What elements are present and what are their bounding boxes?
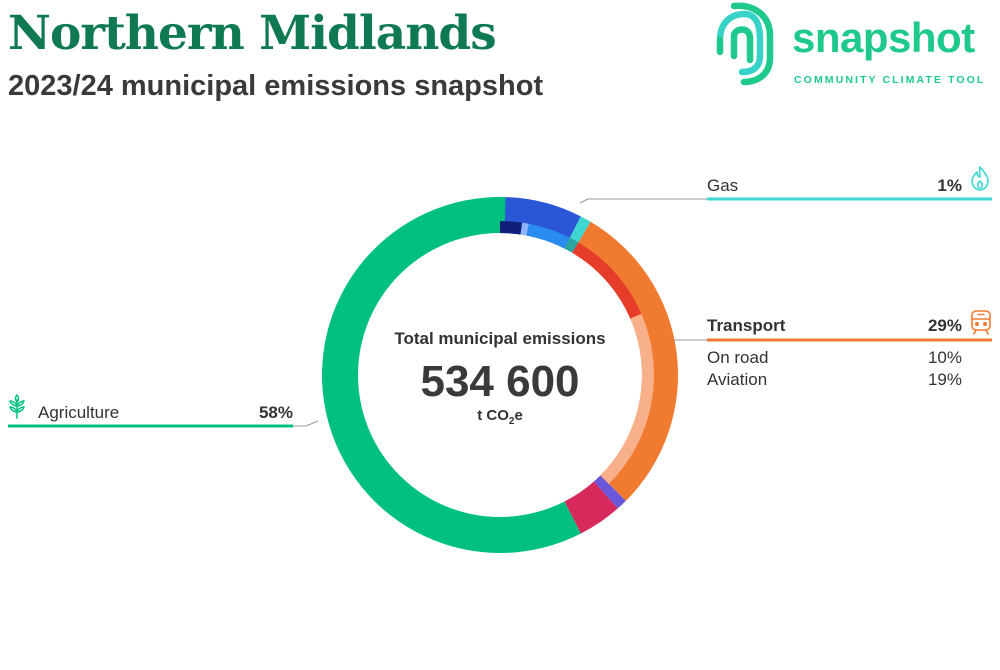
outer-ring <box>322 197 678 554</box>
transport-row-value: 19% <box>928 370 962 389</box>
inner-segment-electricity-detail-3 <box>526 223 570 249</box>
gas-percent: 1% <box>937 176 962 195</box>
logo-wordmark: snapshot <box>792 14 975 61</box>
transport-label: Transport <box>707 316 786 335</box>
agriculture-percent: 58% <box>259 403 293 422</box>
agriculture-leader-line <box>293 420 319 427</box>
transport-row-label: On road <box>707 348 768 367</box>
inner-segment-aviation <box>600 313 654 484</box>
outer-segment-agriculture <box>322 197 581 554</box>
page-title: Northern Midlands <box>8 6 497 61</box>
inner-segment-on-road <box>572 242 642 319</box>
wheat-icon <box>9 394 25 419</box>
outer-segment-transport <box>572 221 678 501</box>
unit-prefix: t CO <box>477 407 509 424</box>
inner-segment-electricity-detail-2 <box>520 222 529 236</box>
agriculture-label: Agriculture <box>38 403 119 422</box>
center-total-value: 534 600 <box>420 357 579 406</box>
inner-segment-gas-detail <box>564 237 579 253</box>
gas-leader-line <box>579 198 707 204</box>
outer-segment-industrial-processes <box>593 475 626 509</box>
transport-percent: 29% <box>928 316 962 335</box>
unit-suffix: e <box>514 407 522 424</box>
transport-row-value: 10% <box>928 348 962 367</box>
snapshot-logo: snapshot COMMUNITY CLIMATE TOOL <box>712 0 1000 92</box>
inner-ring <box>500 221 654 484</box>
center-heading: Total municipal emissions <box>394 329 605 348</box>
outer-segment-waste <box>564 481 618 534</box>
logo-tagline: COMMUNITY CLIMATE TOOL <box>794 74 986 86</box>
page-subtitle: 2023/24 municipal emissions snapshot <box>8 70 544 102</box>
flame-icon <box>971 166 989 191</box>
center-unit: t CO2e <box>477 407 523 427</box>
transport-row-label: Aviation <box>707 370 767 389</box>
unit-subscript: 2 <box>509 416 515 427</box>
train-icon <box>971 310 991 335</box>
gas-label: Gas <box>707 176 738 195</box>
inner-segment-electricity-detail-1 <box>500 221 523 235</box>
snapshot-fingerprint-icon <box>716 2 774 86</box>
